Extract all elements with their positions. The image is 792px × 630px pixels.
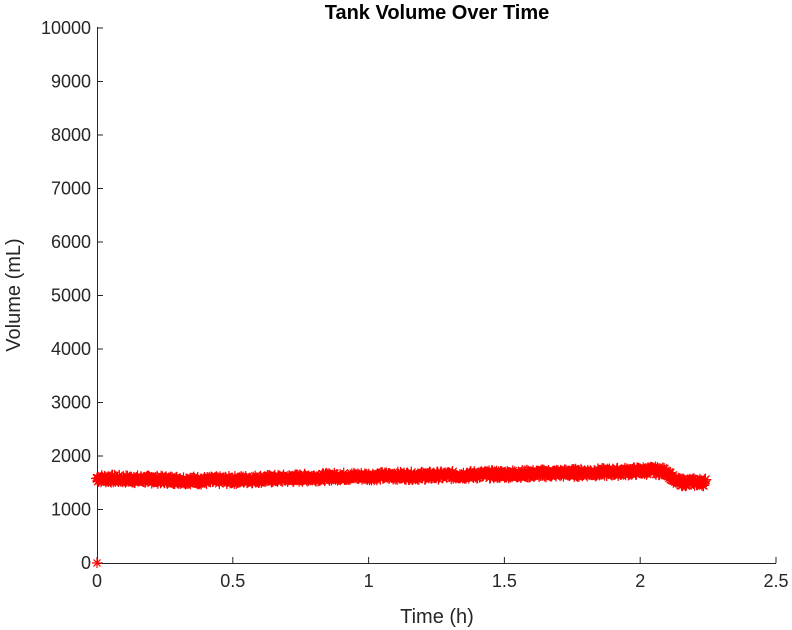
x-axis-label: Time (h) (400, 606, 474, 628)
data-series (91, 461, 712, 568)
data-point-marker (92, 558, 102, 568)
x-tick-label: 2.5 (763, 571, 788, 591)
y-tick-label: 10000 (41, 18, 91, 38)
y-tick-label: 2000 (51, 446, 91, 466)
chart-title: Tank Volume Over Time (325, 2, 550, 24)
data-point-marker (699, 473, 712, 486)
y-tick-label: 8000 (51, 125, 91, 145)
y-tick-label: 6000 (51, 232, 91, 252)
y-tick-label: 9000 (51, 72, 91, 92)
series-0 (91, 461, 712, 492)
x-tick-label: 1.5 (492, 571, 517, 591)
x-tick-label: 0 (92, 571, 102, 591)
y-tick-label: 3000 (51, 393, 91, 413)
y-tick-label: 0 (81, 553, 91, 573)
y-tick-label: 5000 (51, 286, 91, 306)
x-tick-label: 0.5 (220, 571, 245, 591)
y-tick-label: 7000 (51, 179, 91, 199)
y-tick-label: 4000 (51, 339, 91, 359)
y-axis-label: Volume (mL) (3, 238, 25, 351)
x-tick-label: 1 (364, 571, 374, 591)
y-tick-label: 1000 (51, 500, 91, 520)
series-1 (92, 558, 102, 568)
y-axis-ticks: 0 1000 2000 3000 4000 5000 6000 7000 8000 9000 100… (41, 18, 103, 573)
x-tick-label: 2 (635, 571, 645, 591)
x-axis-ticks: 0 0.5 1 1.5 2 2.5 (92, 557, 789, 591)
